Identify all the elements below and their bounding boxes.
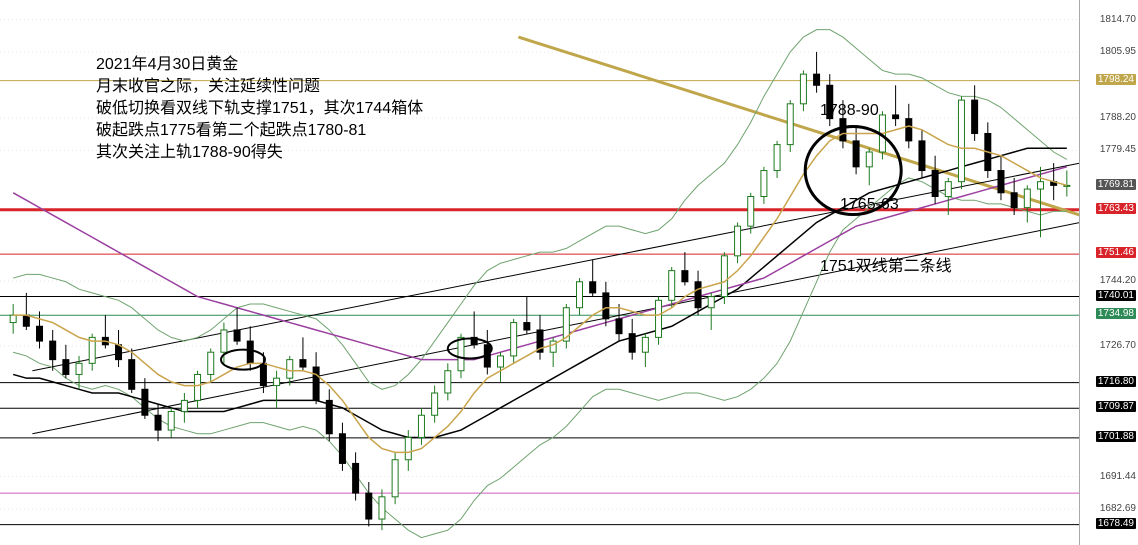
analysis-notes: 2021年4月30日黄金月末收官之际，关注延续性问题破低切换看双线下轨支撑175…: [96, 54, 423, 164]
note-line: 破起跌点1775看第二个起跌点1780-81: [96, 120, 423, 142]
axis-tick: 1682.69: [1100, 503, 1136, 514]
chart-annotation: 1751双线第二条线: [820, 252, 952, 276]
axis-tick: 1805.95: [1100, 46, 1136, 57]
note-line: 其次关注上轨1788-90得失: [96, 142, 423, 164]
price-axis: 1814.70 1805.95 1788.20 1779.45 1744.20 1726.…: [1079, 0, 1138, 545]
price-badge: 1734.98: [1096, 308, 1136, 319]
chart-annotation: 1765-63: [840, 196, 899, 214]
axis-tick: 1788.20: [1100, 112, 1136, 123]
price-badge: 1751.46: [1096, 247, 1136, 258]
note-line: 2021年4月30日黄金: [96, 54, 423, 76]
axis-tick: 1726.70: [1100, 340, 1136, 351]
price-badge: 1701.88: [1096, 431, 1136, 442]
axis-tick: 1744.20: [1100, 275, 1136, 286]
axis-tick: 1814.70: [1100, 14, 1136, 25]
note-line: 破低切换看双线下轨支撑1751，其次1744箱体: [96, 98, 423, 120]
price-badge: 1798.24: [1096, 74, 1136, 85]
chart-annotation: 1788-90: [820, 102, 879, 120]
price-badge: 1678.49: [1096, 518, 1136, 529]
axis-tick: 1779.45: [1100, 144, 1136, 155]
note-line: 月末收官之际，关注延续性问题: [96, 76, 423, 98]
price-badge: 1763.43: [1096, 203, 1136, 214]
axis-tick: 1691.44: [1100, 471, 1136, 482]
price-badge: 1716.80: [1096, 376, 1136, 387]
price-badge: 1740.01: [1096, 290, 1136, 301]
chart-plot: 2021年4月30日黄金月末收官之际，关注延续性问题破低切换看双线下轨支撑175…: [0, 0, 1080, 545]
price-badge: 1769.81: [1096, 179, 1136, 190]
price-badge: 1709.87: [1096, 401, 1136, 412]
